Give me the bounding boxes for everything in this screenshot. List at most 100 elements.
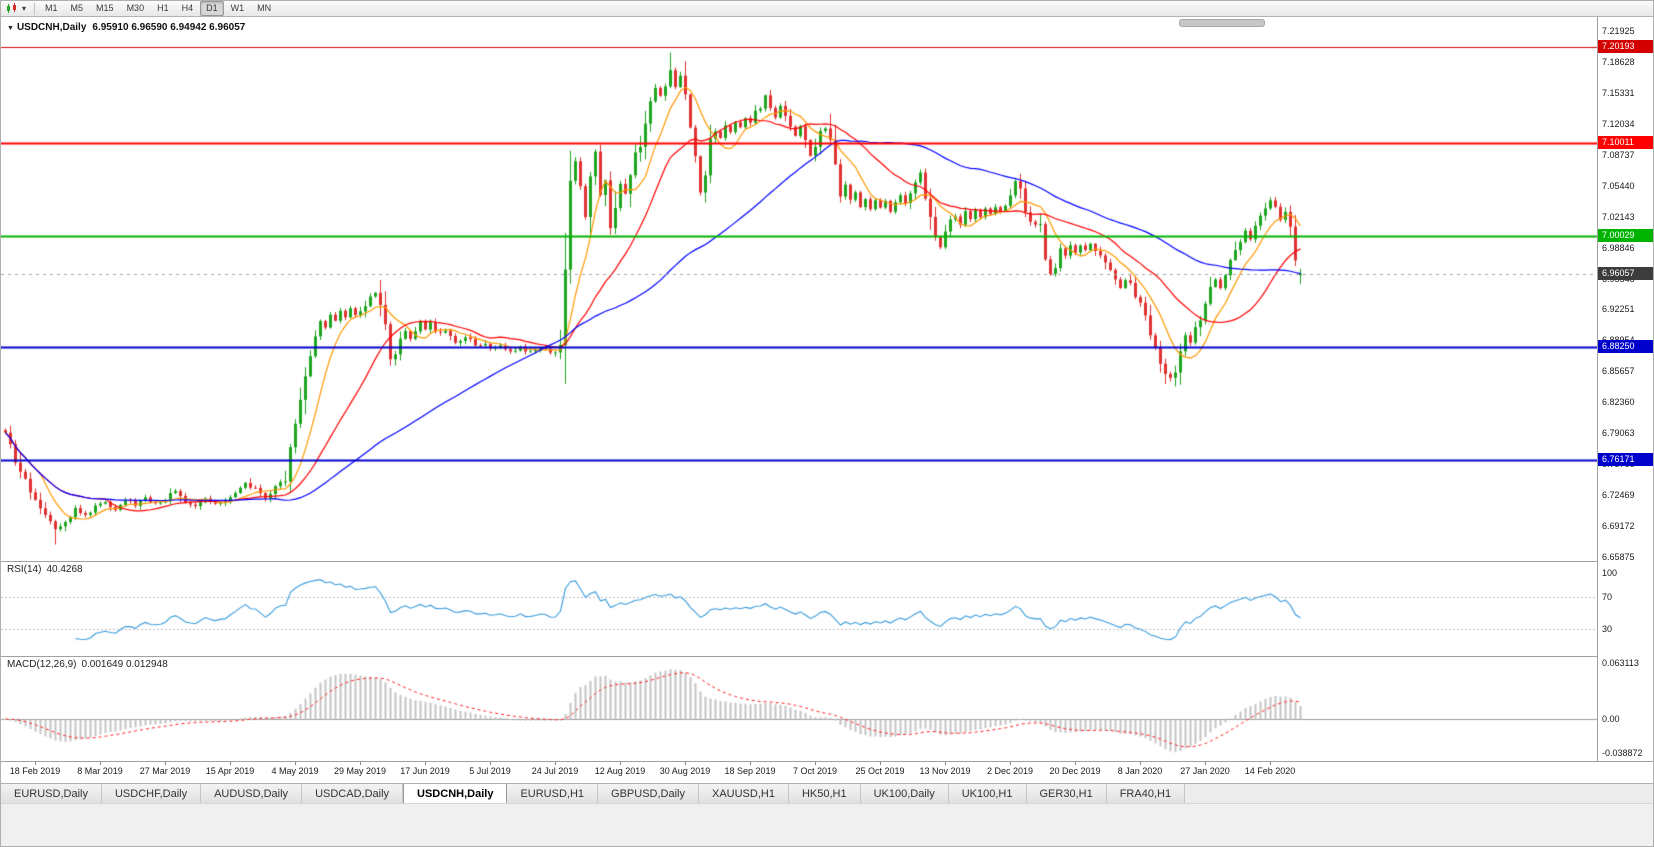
date-label: 12 Aug 2019 xyxy=(594,766,646,776)
tab-audusd-daily[interactable]: AUDUSD,Daily xyxy=(201,784,303,803)
tab-gbpusd-daily[interactable]: GBPUSD,Daily xyxy=(598,784,699,803)
triangle-down-icon: ▼ xyxy=(7,25,14,32)
rsi-axis-label: 30 xyxy=(1602,624,1613,634)
tab-fra40-h1[interactable]: FRA40,H1 xyxy=(1106,784,1186,803)
date-label: 25 Oct 2019 xyxy=(855,766,905,776)
price-axis-label: 7.12034 xyxy=(1602,118,1635,129)
price-axis-label: 7.08737 xyxy=(1602,149,1635,160)
price-axis-label: 6.79063 xyxy=(1602,428,1635,439)
status-area xyxy=(1,803,1653,846)
date-tick xyxy=(945,762,946,765)
candlestick-chart-icon xyxy=(7,3,16,13)
date-label: 14 Feb 2020 xyxy=(1244,766,1296,776)
tab-uk100-h1[interactable]: UK100,H1 xyxy=(948,784,1027,803)
macd-panel-divider[interactable] xyxy=(1,656,1653,657)
tab-xauusd-h1[interactable]: XAUUSD,H1 xyxy=(698,784,789,803)
date-tick xyxy=(1010,762,1011,765)
price-axis-label: 6.82360 xyxy=(1602,397,1635,408)
tab-hk50-h1[interactable]: HK50,H1 xyxy=(788,784,861,803)
toolbar: ▾ M1 M5 M15 M30 H1 H4 D1 W1 MN xyxy=(1,1,1653,17)
date-label: 27 Mar 2019 xyxy=(139,766,191,776)
price-axis-label: 7.15331 xyxy=(1602,87,1635,98)
date-label: 18 Feb 2019 xyxy=(9,766,61,776)
rsi-label: RSI(14) xyxy=(7,564,42,575)
date-label: 30 Aug 2019 xyxy=(659,766,711,776)
price-axis-label: 6.69172 xyxy=(1602,521,1635,532)
date-label: 2 Dec 2019 xyxy=(986,766,1034,776)
timeframe-m15[interactable]: M15 xyxy=(96,3,114,13)
timeframe-h1[interactable]: H1 xyxy=(157,3,169,13)
toolbar-separator xyxy=(34,2,36,15)
date-label: 4 May 2019 xyxy=(271,766,319,776)
date-tick xyxy=(295,762,296,765)
price-marker-6.76171: 6.76171 xyxy=(1598,453,1653,467)
price-marker-7.00029: 7.00029 xyxy=(1598,229,1653,243)
macd-axis-label: -0.038872 xyxy=(1602,748,1643,759)
price-marker-6.88250: 6.88250 xyxy=(1598,340,1653,354)
tab-ger30-h1[interactable]: GER30,H1 xyxy=(1026,784,1107,803)
tab-usdchf-daily[interactable]: USDCHF,Daily xyxy=(101,784,202,803)
date-axis[interactable]: 18 Feb 2019 8 Mar 2019 27 Mar 2019 15 Apr 2… xyxy=(1,761,1653,779)
price-marker-7.10011: 7.10011 xyxy=(1598,135,1653,149)
price-axis[interactable]: 7.21925 7.18628 7.15331 7.12034 7.08737 7.054… xyxy=(1598,17,1653,761)
date-label: 13 Nov 2019 xyxy=(919,766,971,776)
macd-title: MACD(12,26,9) 0.001649 0.012948 xyxy=(7,659,168,670)
tab-uk100-daily[interactable]: UK100,Daily xyxy=(860,784,949,803)
timeframe-buttons: M1 M5 M15 M30 H1 H4 D1 W1 MN xyxy=(39,1,277,16)
price-axis-label: 6.85657 xyxy=(1602,366,1635,377)
date-tick xyxy=(620,762,621,765)
timeframe-m30[interactable]: M30 xyxy=(126,3,145,13)
price-axis-label: 6.92251 xyxy=(1602,304,1635,315)
date-label: 8 Mar 2019 xyxy=(77,766,123,776)
chart-type-dropdown[interactable]: ▾ xyxy=(1,2,30,16)
tab-usdcad-daily[interactable]: USDCAD,Daily xyxy=(302,784,404,803)
date-tick xyxy=(750,762,751,765)
date-label: 18 Sep 2019 xyxy=(724,766,776,776)
date-label: 7 Oct 2019 xyxy=(792,766,838,776)
rsi-panel-divider[interactable] xyxy=(1,561,1653,562)
chart-title: ▼ USDCNH,Daily 6.95910 6.96590 6.94942 6.9… xyxy=(7,22,245,33)
date-tick xyxy=(35,762,36,765)
price-marker-6.96057: 6.96057 xyxy=(1598,266,1653,280)
tab-eurusd-daily[interactable]: EURUSD,Daily xyxy=(1,784,102,803)
date-tick xyxy=(425,762,426,765)
chart-canvas[interactable] xyxy=(1,17,1597,761)
timeframe-w1[interactable]: W1 xyxy=(230,3,245,13)
price-axis-label: 6.65875 xyxy=(1602,552,1635,562)
macd-label: MACD(12,26,9) xyxy=(7,659,77,670)
price-axis-label: 6.72469 xyxy=(1602,490,1635,501)
macd-axis-label: 0.063113 xyxy=(1602,658,1639,669)
date-tick xyxy=(490,762,491,765)
rsi-title: RSI(14) 40.4268 xyxy=(7,564,83,575)
price-marker-7.20193: 7.20193 xyxy=(1598,40,1653,54)
tab-usdcnh-daily[interactable]: USDCNH,Daily xyxy=(403,784,508,803)
timeframe-mn[interactable]: MN xyxy=(257,3,272,13)
chart-scrollbar-thumb[interactable] xyxy=(1179,19,1265,27)
macd-axis-label: 0.00 xyxy=(1602,714,1620,724)
date-tick xyxy=(1270,762,1271,765)
timeframe-m1[interactable]: M1 xyxy=(45,3,58,13)
chevron-down-icon: ▾ xyxy=(22,4,27,13)
timeframe-m5[interactable]: M5 xyxy=(70,3,84,13)
date-label: 15 Apr 2019 xyxy=(205,766,255,776)
date-tick xyxy=(165,762,166,765)
price-axis-label: 6.98846 xyxy=(1602,242,1635,253)
rsi-value: 40.4268 xyxy=(46,564,83,575)
date-tick xyxy=(815,762,816,765)
chart-tab-bar: EURUSD,Daily USDCHF,Daily AUDUSD,Daily USDC… xyxy=(1,783,1653,803)
tab-eurusd-h1[interactable]: EURUSD,H1 xyxy=(507,784,599,803)
timeframe-d1[interactable]: D1 xyxy=(200,1,224,16)
date-label: 5 Jul 2019 xyxy=(469,766,511,776)
date-tick xyxy=(880,762,881,765)
date-tick xyxy=(685,762,686,765)
timeframe-h4[interactable]: H4 xyxy=(181,3,194,13)
date-tick xyxy=(360,762,361,765)
chart-region: ▼ USDCNH,Daily 6.95910 6.96590 6.94942 6.9… xyxy=(1,17,1653,779)
date-tick xyxy=(1140,762,1141,765)
date-label: 29 May 2019 xyxy=(333,766,387,776)
price-axis-label: 7.02143 xyxy=(1602,211,1635,222)
date-tick xyxy=(1075,762,1076,765)
date-tick xyxy=(230,762,231,765)
date-label: 24 Jul 2019 xyxy=(531,766,579,776)
